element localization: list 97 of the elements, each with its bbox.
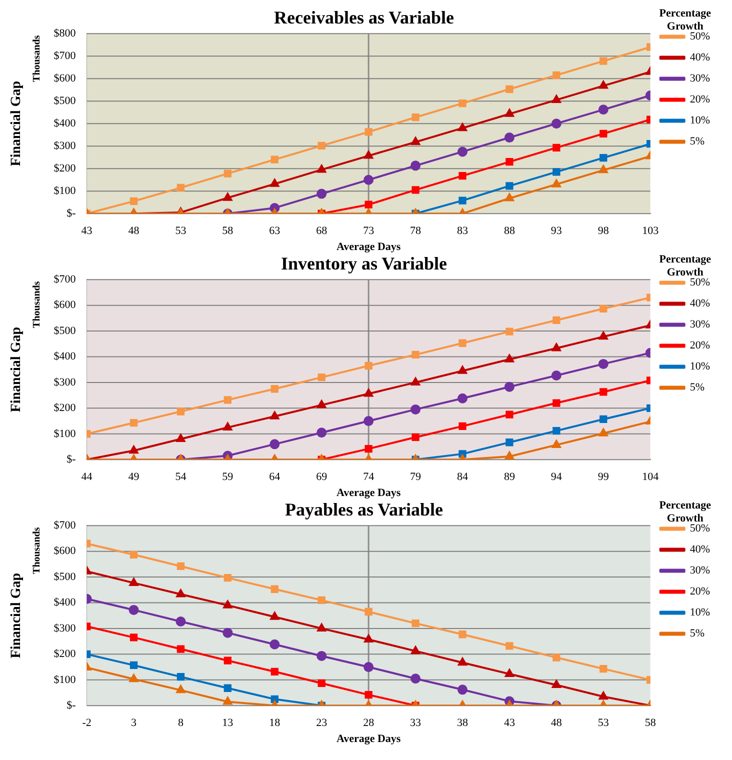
legend-label: 50% [690, 30, 710, 43]
x-tick-label: 33 [410, 717, 422, 730]
x-tick-label: 13 [222, 717, 234, 730]
x-tick-label: 104 [642, 471, 660, 484]
x-tick-label: 88 [504, 225, 516, 238]
y-tick-label: $200 [54, 648, 76, 660]
x-tick-label: 98 [598, 225, 610, 238]
y-tick-label: $100 [54, 428, 76, 440]
x-tick-label: 73 [363, 225, 375, 238]
y-tick-label: $700 [54, 519, 76, 532]
x-tick-label: 64 [269, 471, 281, 484]
y-tick-label: $300 [54, 376, 76, 388]
x-tick-label: 53 [598, 717, 610, 730]
legend-label: 30% [690, 564, 710, 577]
y-tick-label: $300 [54, 622, 76, 634]
y-tick-label: $- [66, 453, 76, 466]
y-tick-label: $700 [54, 50, 76, 62]
legend-label: 5% [690, 628, 705, 640]
x-tick-label: 54 [175, 471, 187, 484]
legend-title: Percentage Growth [659, 253, 712, 279]
legend-label: 30% [690, 318, 710, 331]
legend-label: 20% [690, 586, 710, 598]
y-tick-label: $600 [54, 545, 76, 558]
legend-label: 40% [690, 298, 710, 310]
legend-title: Percentage Growth [659, 7, 712, 33]
x-tick-label: 84 [456, 471, 468, 484]
text: Thousands [31, 527, 42, 574]
x-tick-label: 48 [128, 225, 140, 238]
y-tick-label: $100 [54, 674, 76, 686]
y-tick-label: $600 [54, 72, 76, 84]
y-tick-label: $500 [54, 570, 76, 583]
y-tick-label: $500 [54, 324, 76, 337]
legend-label: 20% [690, 94, 710, 106]
x-tick-label: 78 [410, 225, 422, 238]
x-tick-label: 74 [363, 471, 375, 484]
x-tick-label: 18 [269, 717, 281, 730]
y-axis-title: Financial Gap [9, 80, 24, 166]
x-tick-label: 103 [642, 225, 660, 238]
y-tick-label: $300 [54, 140, 76, 152]
x-axis-title: Average Days [336, 733, 402, 746]
y-tick-label: $- [66, 699, 76, 712]
x-tick-label: 63 [269, 225, 281, 238]
x-tick-label: 58 [644, 717, 656, 730]
x-tick-label: 59 [222, 471, 234, 484]
text: Thousands [31, 35, 42, 82]
x-tick-label: 44 [81, 471, 93, 484]
chart-title: Payables as Variable [284, 499, 444, 520]
y-tick-label: $800 [54, 27, 76, 40]
x-tick-label: 8 [178, 717, 184, 730]
legend-label: 10% [690, 606, 710, 619]
y-axis-title: Financial Gap [9, 572, 24, 658]
x-tick-label: 83 [456, 225, 468, 238]
x-tick-label: 79 [410, 471, 422, 484]
legend-label: 40% [690, 52, 710, 64]
y-tick-label: $200 [54, 162, 76, 174]
x-tick-label: 94 [550, 471, 562, 484]
x-tick-label: 68 [316, 225, 328, 238]
legend-label: 20% [690, 340, 710, 352]
x-tick-label: 69 [316, 471, 328, 484]
x-tick-label: 3 [131, 717, 138, 730]
x-tick-label: 58 [222, 225, 234, 238]
legend-title: Percentage Growth [659, 499, 712, 525]
x-tick-label: 99 [598, 471, 610, 484]
chart-title: Inventory as Variable [280, 253, 448, 274]
y-tick-label: $500 [54, 94, 76, 107]
y-tick-label: $400 [54, 596, 76, 609]
y-tick-label: $600 [54, 299, 76, 312]
x-tick-label: 48 [550, 717, 562, 730]
y-axis-title: Financial Gap [9, 326, 24, 412]
y-tick-label: $200 [54, 402, 76, 414]
legend-label: 10% [690, 360, 710, 373]
x-tick-label: 53 [175, 225, 187, 238]
x-tick-label: 49 [128, 471, 140, 484]
x-tick-label: 28 [363, 717, 375, 730]
chart-title: Receivables as Variable [274, 7, 454, 28]
x-axis-title: Average Days [336, 487, 402, 500]
x-tick-label: 43 [81, 225, 93, 238]
legend-label: 10% [690, 114, 710, 127]
y-tick-label: $400 [54, 350, 76, 363]
legend-label: 30% [690, 72, 710, 85]
x-axis-title: Average Days [336, 241, 402, 254]
y-tick-label: $700 [54, 273, 76, 286]
x-tick-label: 89 [504, 471, 516, 484]
legend-label: 40% [690, 544, 710, 556]
x-tick-label: 38 [456, 717, 468, 730]
legend-label: 50% [690, 522, 710, 535]
x-tick-label: -2 [82, 717, 92, 730]
y-tick-label: $400 [54, 117, 76, 130]
legend-label: 5% [690, 136, 705, 148]
y-tick-label: $- [66, 207, 76, 220]
x-tick-label: 43 [504, 717, 516, 730]
x-tick-label: 93 [550, 225, 562, 238]
x-tick-label: 23 [316, 717, 328, 730]
legend-label: 5% [690, 382, 705, 394]
text: Thousands [31, 281, 42, 328]
legend-label: 50% [690, 276, 710, 289]
y-tick-label: $100 [54, 184, 76, 197]
